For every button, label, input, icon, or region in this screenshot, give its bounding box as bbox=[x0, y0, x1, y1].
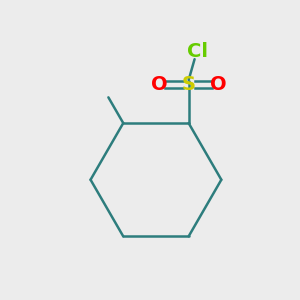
Text: O: O bbox=[151, 75, 167, 94]
Text: S: S bbox=[182, 75, 196, 94]
Text: Cl: Cl bbox=[187, 42, 208, 61]
Text: O: O bbox=[210, 75, 227, 94]
